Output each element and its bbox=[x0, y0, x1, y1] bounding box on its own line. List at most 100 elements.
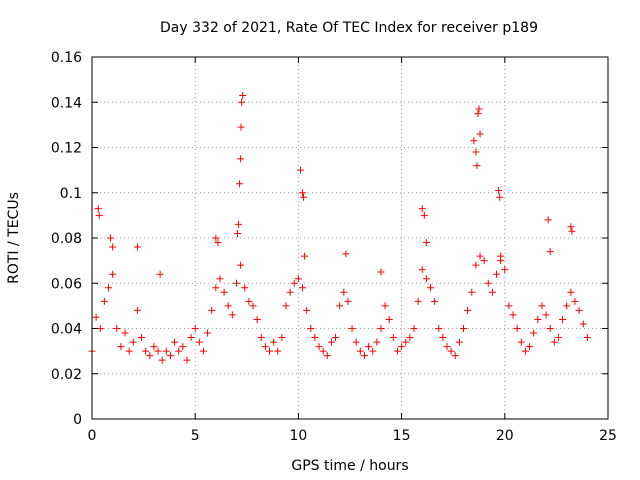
data-points bbox=[88, 91, 591, 364]
data-point bbox=[171, 338, 179, 346]
data-point bbox=[568, 227, 576, 235]
data-point bbox=[476, 130, 484, 138]
data-point bbox=[299, 189, 307, 197]
data-point bbox=[327, 338, 335, 346]
data-point bbox=[420, 211, 428, 219]
data-point bbox=[311, 334, 319, 342]
y-axis-label: ROTI / TECUs bbox=[6, 192, 22, 284]
data-point bbox=[228, 311, 236, 319]
data-point bbox=[435, 325, 443, 332]
data-point bbox=[270, 338, 278, 346]
data-point bbox=[474, 110, 482, 118]
data-point bbox=[100, 297, 108, 305]
data-point bbox=[484, 279, 492, 287]
data-point bbox=[538, 302, 546, 310]
data-point bbox=[414, 297, 422, 305]
data-point bbox=[377, 268, 385, 276]
data-point bbox=[241, 284, 249, 292]
data-point bbox=[567, 288, 575, 296]
data-point bbox=[393, 347, 401, 355]
y-tick-label: 0.14 bbox=[51, 95, 82, 111]
data-point bbox=[238, 98, 246, 106]
data-point bbox=[542, 311, 550, 319]
data-point bbox=[455, 338, 463, 346]
data-point bbox=[237, 261, 245, 269]
data-point bbox=[113, 325, 121, 332]
axis-ticks: 0 5 10 15 20 25 0 0.02 0.04 0.06 0.08 0.1 0.12 0.14 0.… bbox=[51, 50, 617, 444]
data-point bbox=[129, 338, 137, 346]
data-point bbox=[418, 266, 426, 274]
data-point bbox=[261, 343, 269, 351]
data-point bbox=[107, 234, 115, 242]
data-point bbox=[234, 229, 242, 237]
data-point bbox=[187, 334, 195, 342]
data-point bbox=[365, 343, 373, 351]
data-point bbox=[563, 302, 571, 310]
data-point bbox=[381, 302, 389, 310]
data-point bbox=[319, 347, 327, 355]
data-point bbox=[150, 343, 158, 351]
data-point bbox=[505, 302, 513, 310]
data-point bbox=[332, 334, 340, 342]
x-tick-label: 20 bbox=[496, 428, 514, 444]
data-point bbox=[360, 352, 368, 360]
data-point bbox=[373, 338, 381, 346]
data-point bbox=[517, 338, 525, 346]
data-point bbox=[299, 284, 307, 292]
data-point bbox=[534, 315, 542, 323]
x-tick-label: 0 bbox=[88, 428, 97, 444]
data-point bbox=[109, 243, 117, 251]
data-point bbox=[521, 347, 529, 355]
data-point bbox=[439, 334, 447, 342]
data-point bbox=[410, 325, 418, 332]
data-point bbox=[138, 334, 146, 342]
y-tick-label: 0 bbox=[73, 412, 82, 428]
data-point bbox=[290, 279, 298, 287]
data-point bbox=[274, 347, 282, 355]
data-point bbox=[296, 166, 304, 174]
data-point bbox=[475, 105, 483, 113]
data-point bbox=[473, 162, 481, 170]
x-axis-label: GPS time / hours bbox=[291, 458, 408, 474]
data-point bbox=[146, 352, 154, 360]
data-point bbox=[480, 257, 488, 265]
data-point bbox=[307, 325, 315, 332]
data-point bbox=[488, 288, 496, 296]
plot-frame bbox=[91, 56, 609, 420]
data-point bbox=[451, 352, 459, 360]
data-point bbox=[245, 297, 253, 305]
data-point bbox=[183, 356, 191, 364]
data-point bbox=[249, 302, 257, 310]
data-point bbox=[237, 155, 245, 163]
data-point bbox=[237, 123, 245, 131]
data-point bbox=[550, 338, 558, 346]
data-point bbox=[300, 193, 308, 201]
data-point bbox=[513, 325, 521, 332]
data-point bbox=[158, 356, 166, 364]
data-point bbox=[559, 315, 567, 323]
data-point bbox=[377, 325, 385, 332]
data-point bbox=[501, 266, 509, 274]
data-point bbox=[546, 325, 554, 332]
data-point bbox=[315, 343, 323, 351]
data-point bbox=[301, 252, 309, 260]
data-point bbox=[179, 343, 187, 351]
data-point bbox=[342, 250, 350, 258]
data-point bbox=[195, 338, 203, 346]
data-point bbox=[571, 297, 579, 305]
data-point bbox=[389, 334, 397, 342]
data-point bbox=[470, 137, 478, 145]
data-point bbox=[464, 306, 472, 314]
data-point bbox=[216, 275, 224, 283]
data-point bbox=[92, 313, 100, 321]
data-point bbox=[214, 239, 222, 247]
data-point bbox=[236, 180, 244, 188]
data-point bbox=[278, 334, 286, 342]
data-point bbox=[212, 234, 220, 242]
data-point bbox=[294, 275, 302, 283]
data-point bbox=[323, 352, 331, 360]
data-point bbox=[204, 329, 212, 337]
data-point bbox=[105, 284, 113, 292]
data-point bbox=[121, 329, 129, 337]
